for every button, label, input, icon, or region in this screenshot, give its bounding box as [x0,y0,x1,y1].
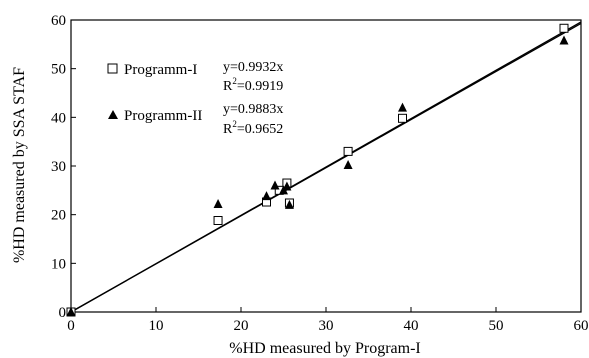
x-tick-label-0: 0 [67,318,75,334]
point-series-2-3 [270,180,280,190]
legend-label-programm-i: Programm-I [124,62,197,78]
point-series-2-0 [66,307,76,316]
x-tick-label-3: 30 [319,318,334,334]
x-tick-label-2: 20 [234,318,249,334]
point-series-2-7 [343,160,353,170]
equation-programm-i: y=0.9932x [223,60,283,75]
y-tick-label-6: 60 [51,13,66,29]
r-squared-programm-ii: R2=0.9652 [223,119,283,137]
y-tick-label-2: 20 [51,208,66,224]
y-tick-label-4: 40 [51,110,66,126]
legend-marker-programm-ii [108,110,118,119]
legend: Programm-I y=0.9932x R2=0.9919 Programm-… [107,60,283,137]
y-tick-label-1: 10 [51,256,66,272]
point-series-1-6 [343,146,353,156]
x-tick-label-4: 40 [404,318,419,334]
point-series-2-9 [559,35,569,45]
y-tick-label-0: 0 [59,305,67,321]
r-squared-programm-i: R2=0.9919 [223,76,283,94]
x-tick-label-1: 10 [149,318,164,334]
y-tick-label-3: 30 [51,159,66,175]
data-points [66,23,569,317]
fit-lines [70,21,582,313]
x-tick-label-6: 60 [574,318,589,334]
ticks: 0 10 20 30 40 50 60 0 10 20 30 40 50 60 [51,13,589,334]
fit-line-series-2 [70,22,582,313]
x-tick-label-5: 50 [489,318,504,334]
point-series-1-1 [213,216,223,226]
point-series-2-1 [213,198,223,208]
point-series-2-6 [284,199,294,209]
y-axis-label: %HD measured by SSA STAF [11,67,28,263]
point-series-2-8 [398,102,407,112]
legend-label-programm-ii: Programm-II [124,108,202,124]
point-series-2-2 [262,191,271,201]
point-series-1-8 [559,23,569,33]
point-series-1-7 [398,113,407,123]
y-tick-label-5: 50 [51,62,66,78]
x-axis-label: %HD measured by Program-I [229,340,421,357]
point-series-2-5 [282,181,292,191]
equation-programm-ii: y=0.9883x [223,102,283,117]
legend-marker-programm-i [107,63,118,74]
